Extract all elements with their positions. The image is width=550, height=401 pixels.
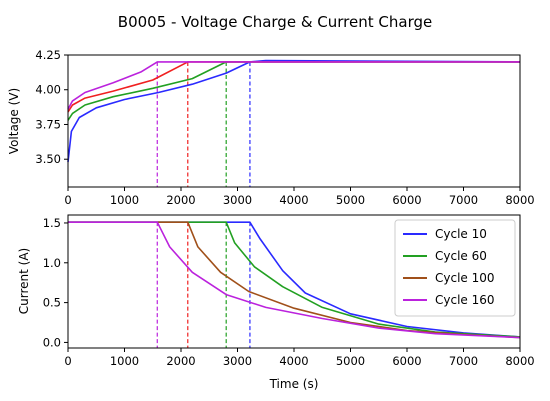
voltage-line-cycle-60 (67, 61, 520, 121)
current-x-tick-label: 4000 (279, 354, 308, 368)
current-y-tick-label: 1.0 (43, 256, 61, 270)
voltage-axes-frame (67, 54, 521, 188)
voltage-x-tick-label: 4000 (279, 193, 308, 207)
current-y-tick-label: 0.5 (43, 296, 61, 310)
current-x-tick-label: 1000 (110, 354, 139, 368)
current-x-axis-label: Time (s) (269, 377, 319, 391)
legend: Cycle 10 Cycle 60 Cycle 100 Cycle 160 (394, 219, 516, 317)
voltage-series (67, 59, 521, 187)
current-line-cycle-60 (68, 221, 521, 338)
voltage-line-cycle-160 (67, 61, 520, 110)
voltage-line-cycle-10 (67, 59, 521, 163)
current-y-tick-label: 0.0 (43, 335, 61, 349)
legend-entry-label: Cycle 100 (435, 271, 495, 285)
voltage-y-axis-label: Voltage (V) (7, 88, 21, 154)
voltage-panel: 0 1000 2000 3000 4000 5000 6000 7000 8000 3.503.… (7, 48, 535, 207)
legend-box (394, 219, 516, 317)
current-x-ticks: 0 1000 2000 3000 4000 5000 6000 7000 8000 (64, 348, 535, 368)
voltage-x-tick-label: 7000 (449, 193, 478, 207)
legend-entry-label: Cycle 10 (435, 227, 487, 241)
voltage-y-tick-label: 4.25 (35, 48, 61, 62)
current-panel: 0 1000 2000 3000 4000 5000 6000 7000 8000 0.0 0.5… (17, 214, 535, 391)
voltage-x-tick-label: 3000 (223, 193, 252, 207)
current-line-cycle-10 (68, 221, 521, 338)
voltage-y-tick-label: 3.75 (35, 117, 61, 131)
voltage-y-tick-label: 3.50 (35, 152, 61, 166)
voltage-x-tick-label: 0 (64, 193, 71, 207)
current-line-cycle-160 (68, 221, 521, 339)
current-y-ticks: 0.0 0.5 1.0 1.5 (43, 216, 68, 349)
legend-entry-label: Cycle 60 (435, 249, 487, 263)
current-x-tick-label: 3000 (223, 354, 252, 368)
current-series (68, 221, 521, 348)
current-x-tick-label: 5000 (336, 354, 365, 368)
voltage-x-tick-label: 1000 (110, 193, 139, 207)
voltage-line-cycle-100 (67, 61, 520, 113)
current-x-tick-label: 7000 (449, 354, 478, 368)
voltage-x-tick-label: 6000 (392, 193, 421, 207)
current-x-tick-label: 2000 (166, 354, 195, 368)
current-x-tick-label: 8000 (505, 354, 534, 368)
voltage-x-tick-label: 5000 (336, 193, 365, 207)
current-y-axis-label: Current (A) (17, 248, 31, 314)
chart-title: B0005 - Voltage Charge & Current Charge (118, 13, 432, 31)
voltage-y-ticks: 3.50 3.75 4.00 4.25 (35, 48, 68, 166)
legend-entry-label: Cycle 160 (435, 293, 495, 307)
current-x-tick-label: 0 (64, 354, 71, 368)
current-y-tick-label: 1.5 (43, 216, 61, 230)
voltage-y-tick-label: 4.00 (35, 83, 61, 97)
current-x-tick-label: 6000 (392, 354, 421, 368)
current-line-cycle-100 (68, 221, 521, 339)
voltage-x-ticks: 0 1000 2000 3000 4000 5000 6000 7000 8000 (64, 187, 535, 207)
voltage-x-tick-label: 2000 (166, 193, 195, 207)
voltage-x-tick-label: 8000 (505, 193, 534, 207)
